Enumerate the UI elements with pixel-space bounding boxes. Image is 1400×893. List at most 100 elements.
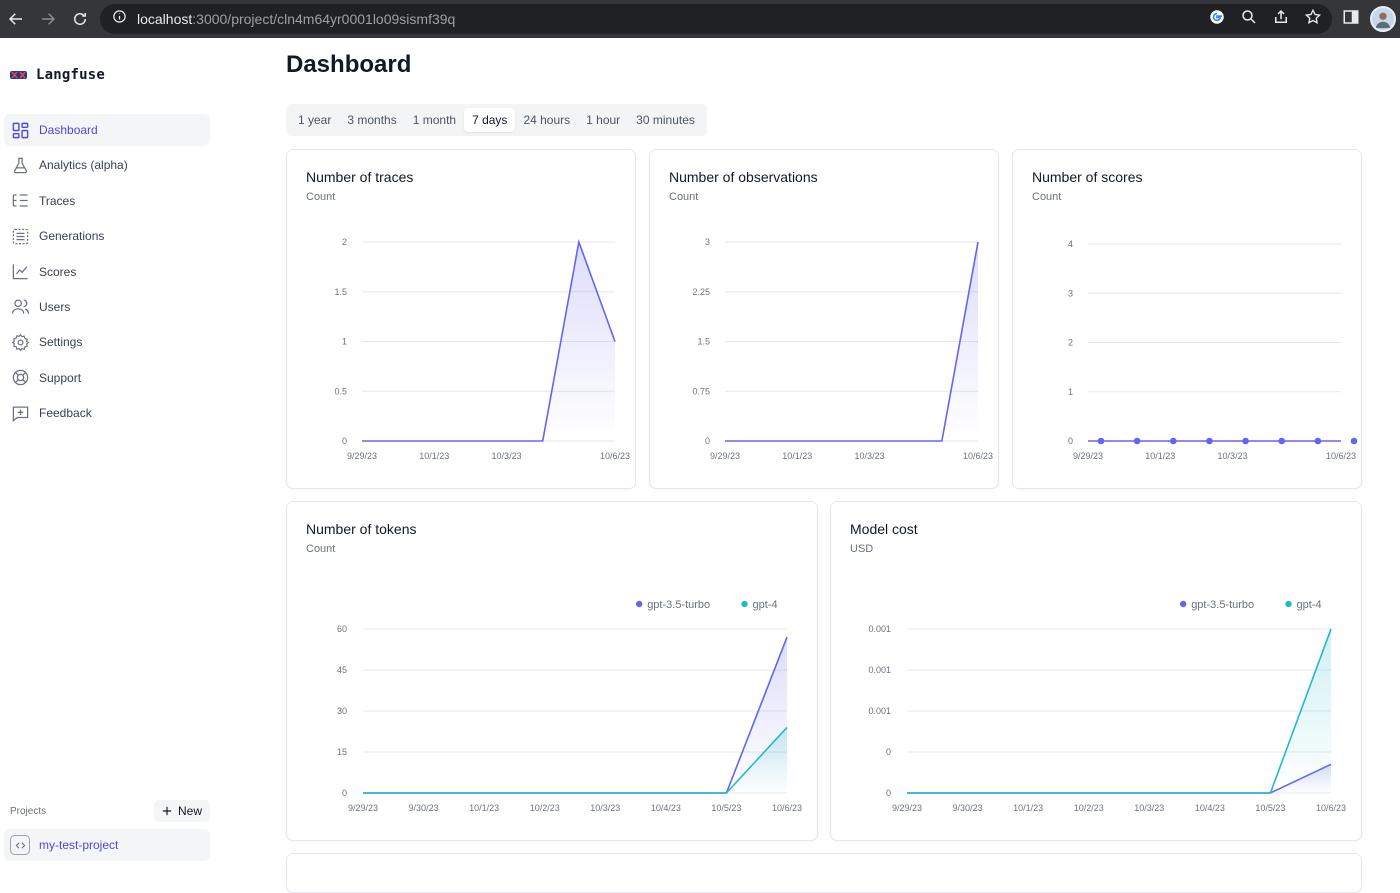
sidebar-item-traces[interactable]: Traces: [4, 185, 210, 217]
x-tick-label: 10/1/23: [1145, 451, 1175, 461]
card-subtitle: Count: [306, 543, 336, 555]
card-title: Number of observations: [669, 169, 818, 185]
side-panel-icon[interactable]: [1342, 8, 1360, 31]
y-tick-label: 1: [342, 337, 347, 347]
sidebar-item-label: Users: [39, 299, 71, 314]
y-tick-label: 0: [705, 436, 710, 446]
forward-button[interactable]: [32, 0, 64, 38]
x-tick-label: 10/6/23: [1316, 803, 1346, 813]
range-tab-30-minutes[interactable]: 30 minutes: [636, 113, 695, 127]
x-tick-label: 10/6/23: [963, 451, 993, 461]
x-tick-label: 10/3/23: [855, 451, 885, 461]
range-tab-3-months[interactable]: 3 months: [347, 113, 397, 127]
series-line: [363, 726, 788, 794]
tokens-chart-card: Number of tokens Count 0 15 30 45 60 9/29/23 9…: [286, 501, 818, 841]
back-button[interactable]: [0, 0, 32, 38]
y-tick-label: 0: [886, 788, 891, 798]
data-point: [1133, 437, 1141, 445]
new-project-button[interactable]: New: [153, 800, 210, 822]
x-tick-label: 10/1/23: [1013, 803, 1043, 813]
langfuse-logo-icon: [10, 71, 27, 79]
x-tick-label: 10/6/23: [600, 451, 630, 461]
y-tick-label: 60: [337, 624, 347, 634]
x-tick-label: 9/29/23: [892, 803, 922, 813]
x-tick-label: 9/29/23: [710, 451, 740, 461]
line-chart-icon: [10, 262, 30, 282]
address-bar[interactable]: localhost:3000/project/cln4m64yr0001lo09…: [100, 4, 1332, 34]
next-card: [286, 853, 1362, 893]
observations-chart-card: Number of observations Count 0 0.75 1.5 2.2…: [649, 149, 999, 489]
sidebar-item-settings[interactable]: Settings: [4, 326, 210, 358]
dashboard-icon: [10, 120, 30, 140]
range-tab-7-days[interactable]: 7 days: [464, 108, 516, 132]
sidebar-item-users[interactable]: Users: [4, 291, 210, 323]
sidebar-item-label: Scores: [39, 264, 77, 279]
list-box-icon: [10, 226, 30, 246]
project-name: my-test-project: [39, 838, 119, 852]
x-tick-label: 10/1/23: [782, 451, 812, 461]
y-tick-label: 1.5: [334, 287, 347, 297]
card-title: Number of scores: [1032, 169, 1143, 185]
y-tick-label: 0: [886, 747, 891, 757]
range-tab-24-hours[interactable]: 24 hours: [523, 113, 571, 127]
site-info-icon[interactable]: [112, 9, 127, 29]
range-tab-1-hour[interactable]: 1 hour: [586, 113, 621, 127]
traces-chart-card: Number of traces Count 0 0.5 1 1.5 2 9/29/23 1…: [286, 149, 636, 489]
projects-label: Projects: [10, 805, 47, 817]
data-point: [1314, 437, 1322, 445]
y-tick-label: 3: [1068, 288, 1073, 298]
y-tick-label: 1.5: [697, 337, 710, 347]
x-tick-label: 10/2/23: [1074, 803, 1104, 813]
brand[interactable]: Langfuse: [10, 67, 105, 83]
sidebar-item-label: Support: [39, 370, 82, 385]
project-item[interactable]: my-test-project: [4, 829, 210, 861]
traces-chart: 0 0.5 1 1.5 2 9/29/23 10/1/23 10/3/23 10/6/23: [334, 237, 630, 461]
share-icon[interactable]: [1272, 8, 1290, 31]
profile-avatar[interactable]: [1370, 6, 1396, 32]
range-tab-1-month[interactable]: 1 month: [412, 113, 457, 127]
plus-icon: [162, 806, 172, 816]
card-subtitle: Count: [306, 191, 336, 203]
projects-header: Projects New: [10, 800, 210, 822]
sidebar-item-label: Settings: [39, 335, 83, 350]
x-tick-label: 10/3/23: [1134, 803, 1164, 813]
sidebar-item-dashboard[interactable]: Dashboard: [4, 114, 210, 146]
x-tick-label: 9/30/23: [409, 803, 439, 813]
sidebar-item-scores[interactable]: Scores: [4, 256, 210, 288]
brand-name: Langfuse: [36, 67, 106, 83]
sidebar: Langfuse Dashboard Analytics (alpha) Tra…: [0, 40, 220, 868]
y-tick-label: 2: [342, 237, 347, 247]
browser-toolbar: localhost:3000/project/cln4m64yr0001lo09…: [0, 0, 1400, 38]
arrow-right-icon: [42, 13, 56, 25]
card-subtitle: Count: [1032, 191, 1062, 203]
series-line: [725, 241, 979, 442]
card-title: Number of tokens: [306, 521, 417, 537]
y-tick-label: 4: [1068, 239, 1073, 249]
bookmark-star-icon[interactable]: [1304, 8, 1322, 31]
data-point: [1097, 437, 1105, 445]
card-title: Number of traces: [306, 169, 414, 185]
sidebar-item-support[interactable]: Support: [4, 362, 210, 394]
google-icon[interactable]: [1208, 8, 1226, 31]
legend-label: gpt-4: [1297, 599, 1322, 611]
series-line: [907, 628, 1332, 794]
sidebar-item-label: Feedback: [39, 406, 92, 421]
y-tick-label: 2: [1068, 338, 1073, 348]
series-line: [362, 238, 616, 442]
range-tab-1-year[interactable]: 1 year: [298, 113, 332, 127]
sidebar-item-generations[interactable]: Generations: [4, 220, 210, 252]
x-tick-label: 10/4/23: [651, 803, 681, 813]
x-tick-label: 10/5/23: [1255, 803, 1285, 813]
y-tick-label: 30: [337, 706, 347, 716]
sidebar-item-analytics[interactable]: Analytics (alpha): [4, 149, 210, 181]
series-area: [907, 764, 1331, 793]
legend-dot: [1180, 600, 1187, 608]
observations-chart: 0 0.75 1.5 2.25 3 9/29/23 10/1/23 10/3/23 10/6/2…: [692, 237, 993, 461]
zoom-icon[interactable]: [1240, 8, 1258, 31]
message-plus-icon: [10, 403, 30, 423]
y-tick-label: 3: [705, 237, 710, 247]
sidebar-item-feedback[interactable]: Feedback: [4, 397, 210, 429]
cost-chart: 0 0 0.001 0.001 0.001 9/29/23 9/30/23 10/1/23 10…: [868, 599, 1346, 813]
date-range-tabs: 1 year 3 months 1 month 7 days 24 hours 1 hou…: [286, 104, 707, 136]
reload-button[interactable]: [64, 0, 96, 38]
